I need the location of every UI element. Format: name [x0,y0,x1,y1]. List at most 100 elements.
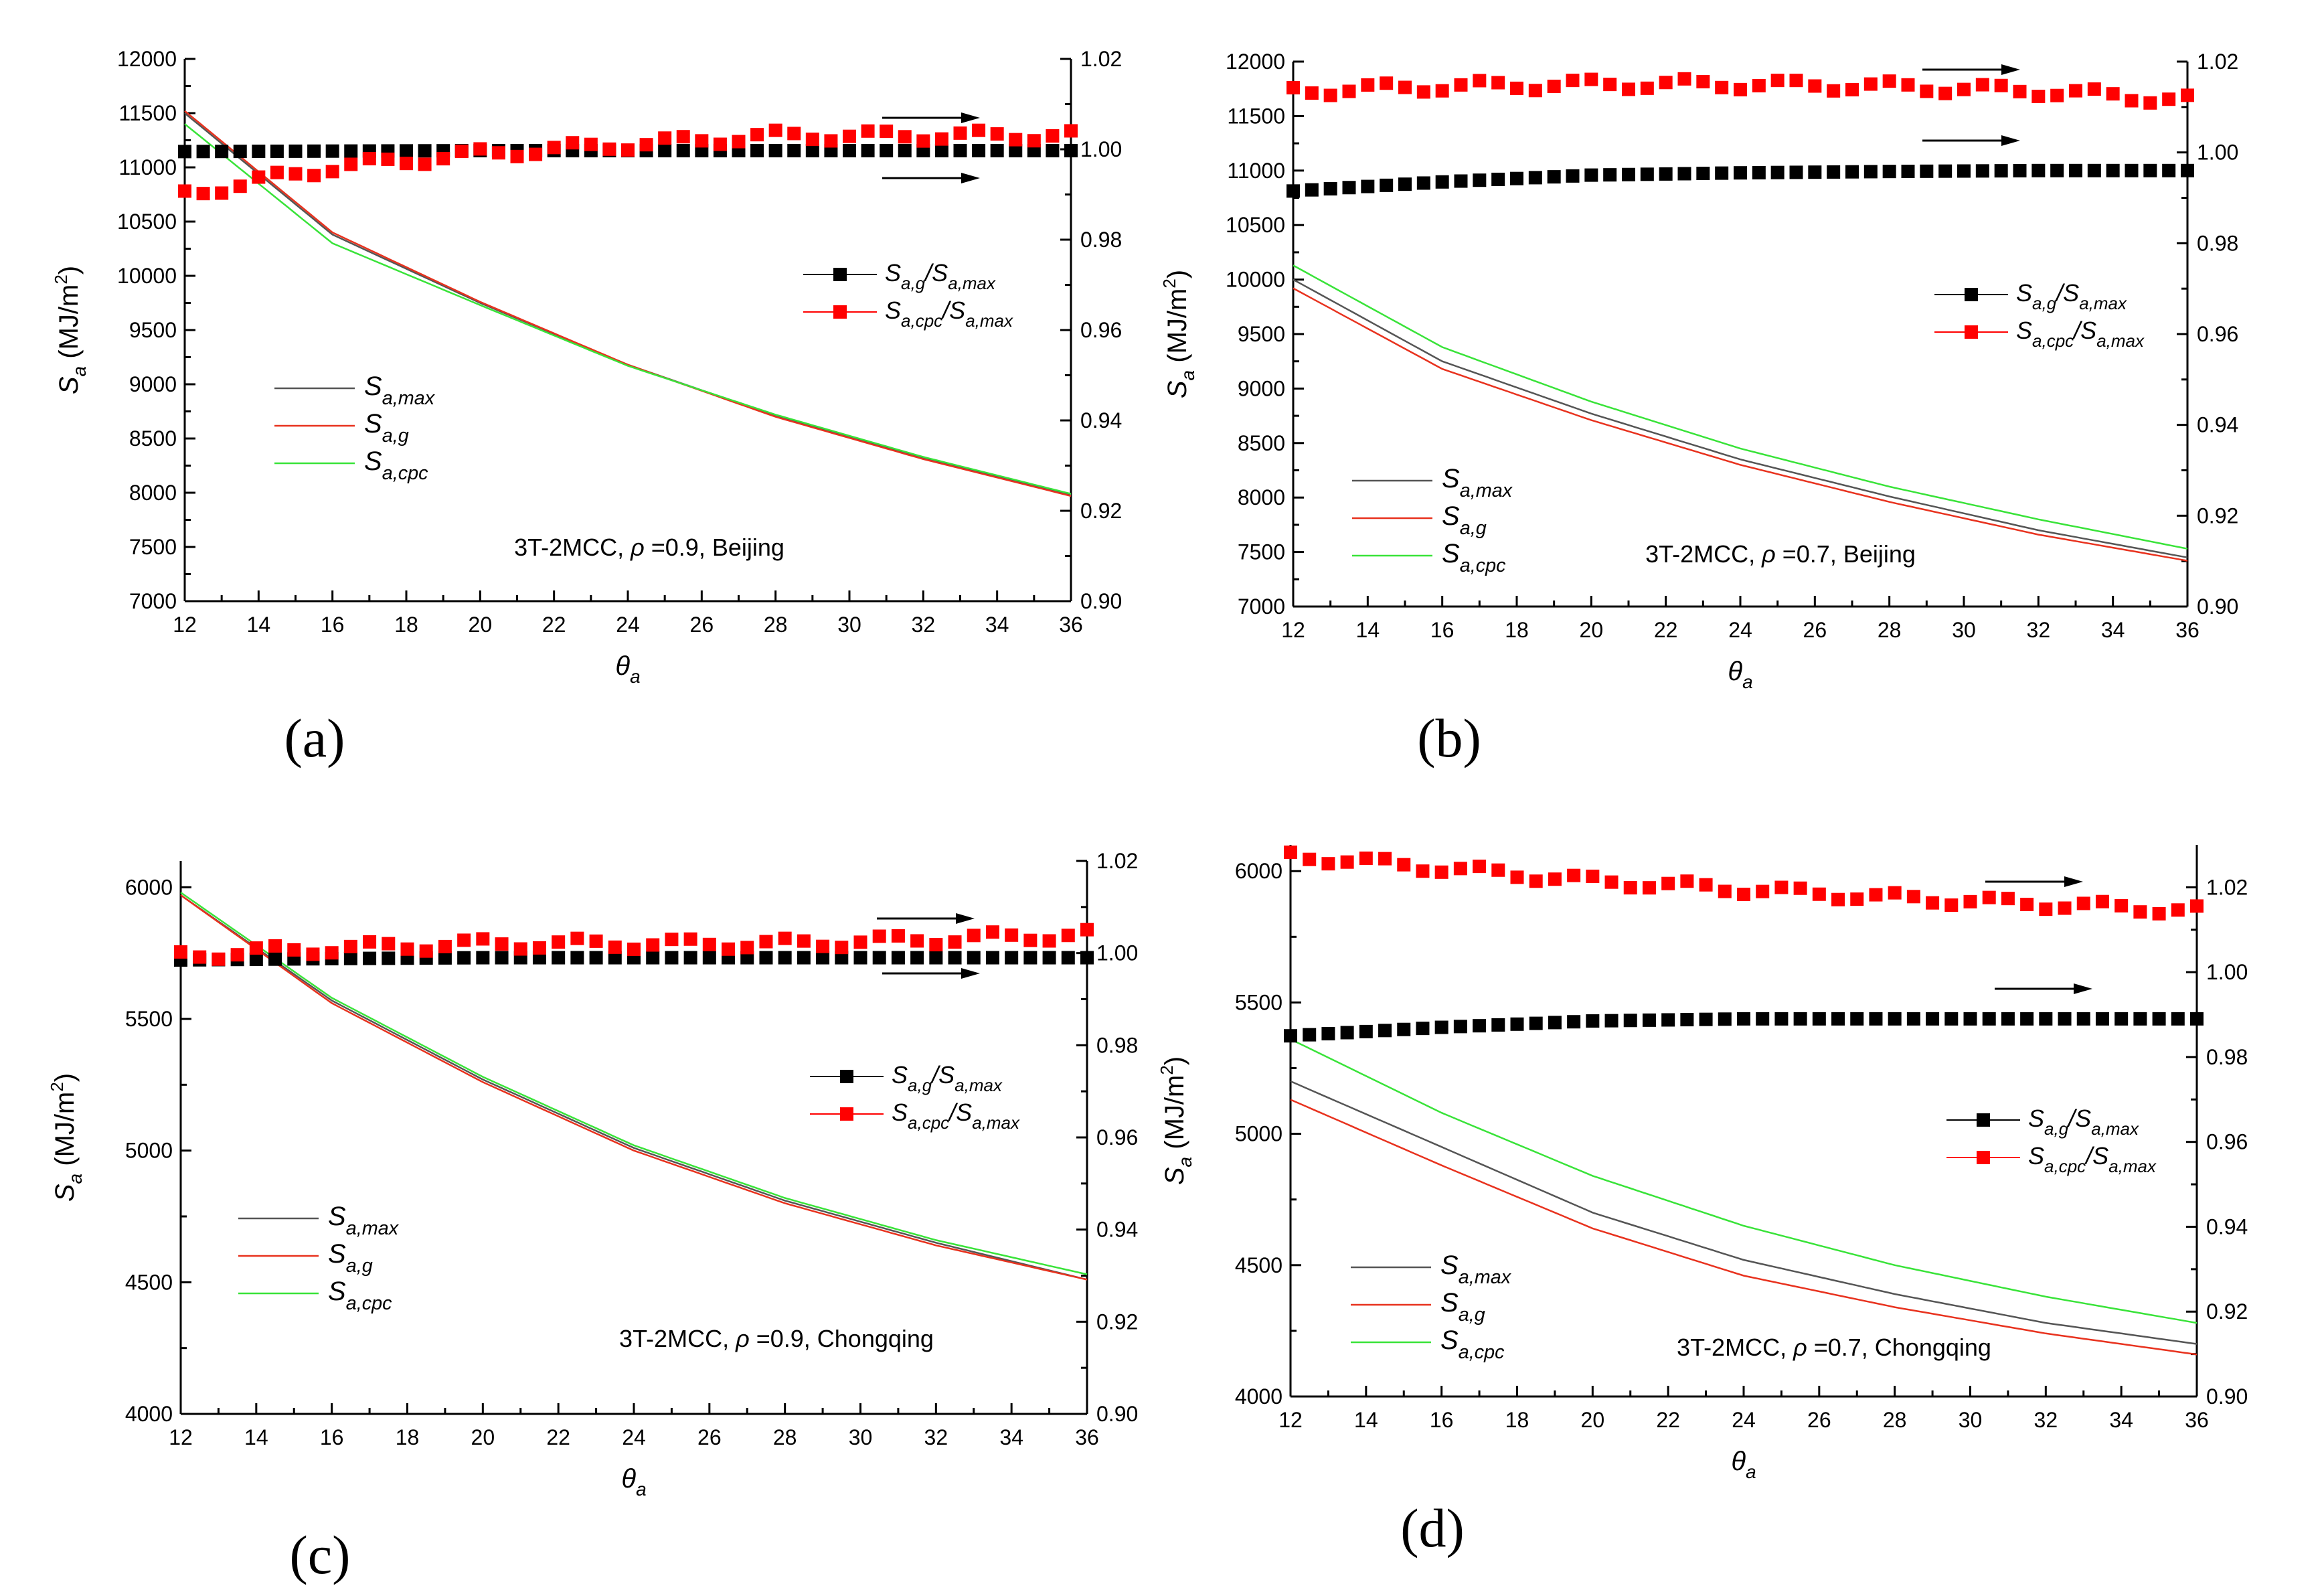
ratio-g-marker [1359,1024,1373,1038]
y-right-tick-label: 0.92 [1080,499,1122,523]
ratio-cpc-marker [362,151,376,165]
ratio-g-marker [457,951,471,965]
y-tick-label: 5500 [125,1007,173,1031]
ratio-g-marker [2013,163,2027,177]
y-tick-label: 9500 [129,318,177,342]
ratio-cpc-marker [570,931,584,945]
ratio-cpc-marker [212,952,226,966]
ratio-cpc-marker [2076,896,2090,910]
ratio-cpc-marker [1737,887,1750,901]
legend-ratio-marker [1977,1113,1990,1127]
ratio-g-marker [1378,1024,1392,1038]
ratio-g-marker [1812,1012,1826,1026]
ratio-g-marker [665,951,679,965]
ratio-g-marker [891,951,905,965]
ratio-cpc-marker [750,128,764,142]
right-axis-arrow-head [961,968,980,979]
ratio-g-marker [1453,1020,1467,1034]
ratio-cpc-marker [797,934,811,948]
y-tick-label: 5000 [125,1139,173,1163]
ratio-g-marker [1286,184,1300,198]
legend-ratio-marker [833,268,847,281]
ratio-cpc-marker [990,127,1004,141]
ratio-cpc-marker [608,940,622,954]
legend-ratio-label: Sa,cpc/Sa,max [2016,317,2145,351]
ratio-g-marker [898,144,912,158]
ratio-g-marker [646,951,660,965]
legend-line-label: Sa,cpc [328,1277,392,1314]
panel-c: 12 14 16 18 20 22 24 26 28 30 32 34 36 4000 4500 5000 55… [47,849,1138,1585]
ratio-g-marker [1888,1012,1902,1026]
ratio-cpc-marker [2106,87,2120,101]
ratio-g-marker [495,951,509,965]
ratio-cpc-marker [306,947,320,961]
ratio-g-marker [1642,1013,1656,1027]
ratio-cpc-marker [1435,84,1449,98]
ratio-cpc-marker [1510,81,1523,95]
ratio-g-marker [344,144,358,158]
ratio-g-marker [570,951,584,965]
ratio-g-marker [1604,1014,1618,1028]
ratio-cpc-marker [529,147,543,161]
ratio-g-marker [2133,1012,2147,1026]
ratio-cpc-marker [1882,74,1896,88]
ratio-g-marker [1416,1022,1430,1036]
ratio-g-marker [750,144,764,158]
y-tick-label: 10000 [1226,268,1285,292]
legend-ratio-marker [1977,1151,1990,1164]
ratio-cpc-marker [1378,852,1392,866]
ratio-cpc-marker [2013,84,2027,98]
ratio-g-marker [2058,1012,2072,1026]
ratio-g-marker [1009,144,1023,158]
x-tick-label: 16 [1430,1408,1454,1432]
x-tick-label: 34 [985,613,1009,637]
ratio-cpc-marker [400,157,413,171]
ratio-cpc-marker [621,143,635,157]
ratio-g-marker [1789,165,1803,179]
x-tick-label: 36 [1059,613,1083,637]
legend-line-label: Sa,max [364,372,436,409]
ratio-cpc-marker [1323,88,1337,102]
y-right-tick-label: 1.00 [1096,941,1138,965]
ratio-g-marker [702,951,716,965]
ratio-g-marker [778,951,792,965]
ratio-cpc-marker [1566,74,1580,88]
x-tick-label: 14 [247,613,271,637]
ratio-cpc-marker [880,125,894,139]
ratio-cpc-marker [2171,903,2185,917]
y-right-tick-label: 1.02 [1096,849,1138,873]
legend-ratio-label: Sa,cpc/Sa,max [2028,1142,2157,1176]
y-tick-label: 6000 [125,875,173,899]
ratio-cpc-marker [1863,77,1878,91]
ratio-cpc-marker [1453,862,1467,876]
ratio-g-marker [418,144,432,158]
ratio-g-marker [934,144,948,158]
ratio-g-marker [1416,176,1430,190]
legend-ratio-marker [1965,288,1978,301]
x-tick-label: 12 [169,1425,193,1449]
ratio-cpc-marker [193,950,207,964]
ratio-cpc-marker [1491,863,1505,877]
ratio-g-marker [2020,1012,2034,1026]
y-tick-label: 7000 [1238,594,1285,619]
y-tick-label: 9000 [129,372,177,396]
x-tick-label: 26 [1807,1408,1831,1432]
ratio-cpc-marker [233,179,247,193]
y-tick-label: 12000 [117,47,177,71]
y-tick-label: 10000 [117,264,177,288]
ratio-g-marker [1680,1013,1694,1027]
y-tick-label: 10500 [117,210,177,234]
ratio-cpc-marker [713,137,727,151]
ratio-cpc-marker [1623,881,1637,895]
ratio-cpc-marker [1812,887,1826,901]
y-axis-title: Sa (MJ/m2) [1159,270,1198,398]
y-axis-title: Sa (MJ/m2) [1157,1056,1195,1185]
ratio-g-marker [676,144,690,158]
ratio-cpc-marker [476,932,490,946]
ratio-g-marker [1321,1027,1335,1041]
y-tick-label: 4500 [125,1270,173,1294]
x-tick-label: 12 [1281,618,1305,642]
ratio-g-marker [1303,1028,1317,1042]
ratio-g-marker [658,144,672,158]
ratio-cpc-marker [1920,84,1934,98]
